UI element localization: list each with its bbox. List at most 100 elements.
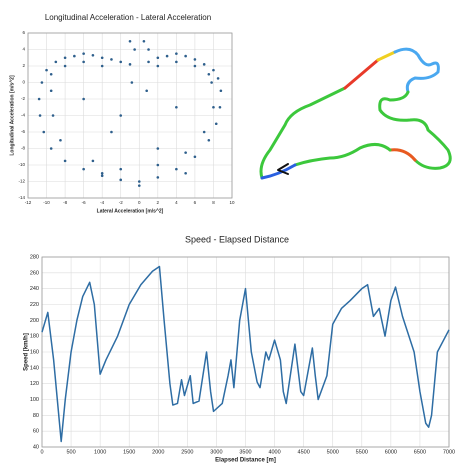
track-segment xyxy=(343,58,380,90)
track-segment xyxy=(293,143,392,167)
speed-line xyxy=(41,265,450,443)
x-tick-label: 8 xyxy=(212,200,215,205)
x-tick-label: 4 xyxy=(175,200,178,205)
scatter-point xyxy=(100,64,104,68)
scatter-point xyxy=(119,178,123,182)
scatter-point xyxy=(100,174,104,178)
x-tick-label: 0 xyxy=(40,449,43,455)
x-tick-label: -8 xyxy=(63,200,67,205)
y-tick-label: 260 xyxy=(30,270,39,276)
scatter-point xyxy=(59,138,62,142)
y-tick-label: 100 xyxy=(30,397,39,403)
track-segment xyxy=(378,90,452,170)
y-tick-label: 220 xyxy=(30,302,39,308)
x-tick-label: 4000 xyxy=(268,449,280,455)
scatter-point xyxy=(147,60,150,64)
y-tick-label: 2 xyxy=(22,63,25,68)
y-tick-label: 280 xyxy=(30,254,39,260)
scatter-point xyxy=(175,52,178,55)
scatter-point xyxy=(130,81,134,84)
scatter-point xyxy=(54,60,58,64)
y-tick-label: 40 xyxy=(33,444,39,450)
y-axis-label: Speed [km/h] xyxy=(24,333,30,371)
scatter-point xyxy=(49,89,53,93)
scatter-point xyxy=(49,147,53,150)
scatter-point xyxy=(175,167,178,171)
scatter-point xyxy=(207,138,211,142)
scatter-point xyxy=(216,77,220,80)
scatter-point xyxy=(147,48,150,51)
x-tick-label: -2 xyxy=(119,200,123,205)
scatter-point xyxy=(40,81,44,84)
y-tick-label: 200 xyxy=(30,318,39,324)
y-tick-label: 180 xyxy=(30,334,39,340)
y-tick-label: 60 xyxy=(33,429,39,435)
scatter-point xyxy=(175,60,178,64)
x-tick-label: 1500 xyxy=(123,449,135,455)
track-segment xyxy=(376,50,397,62)
scatter-point xyxy=(100,56,104,60)
plot-frame xyxy=(27,32,233,199)
x-tick-label: -4 xyxy=(100,200,104,205)
scatter-point xyxy=(110,58,113,61)
scatter-point xyxy=(165,54,169,58)
scatter-point xyxy=(37,97,41,101)
scatter-point xyxy=(82,97,85,101)
plot-frame xyxy=(41,256,450,448)
scatter-point xyxy=(63,56,67,60)
y-tick-label: -14 xyxy=(18,195,25,200)
scatter-point xyxy=(82,52,85,55)
y-axis-label: Longitudinal Acceleration [m/s^2] xyxy=(9,75,15,156)
scatter-point xyxy=(82,60,85,64)
scatter-point xyxy=(156,163,160,167)
scatter-point xyxy=(110,130,113,134)
chart-title: Longitudinal Acceleration - Lateral Acce… xyxy=(45,13,211,22)
scatter-point xyxy=(82,167,85,171)
scatter-point xyxy=(193,64,197,68)
x-tick-label: -10 xyxy=(43,200,50,205)
x-tick-label: 5000 xyxy=(327,449,339,455)
x-tick-label: 3000 xyxy=(210,449,222,455)
scatter-point xyxy=(193,58,197,61)
x-tick-label: 1000 xyxy=(94,449,106,455)
y-tick-label: -4 xyxy=(21,113,25,118)
scatter-point xyxy=(63,159,67,163)
x-tick-label: 0 xyxy=(138,200,141,205)
scatter-point xyxy=(156,147,160,150)
x-tick-label: 4500 xyxy=(298,449,310,455)
chart-title: Speed - Elapsed Distance xyxy=(185,234,289,244)
track-segment xyxy=(388,148,417,162)
scatter-point xyxy=(156,64,160,68)
scatter-point xyxy=(184,171,187,175)
y-tick-label: -8 xyxy=(21,146,25,151)
x-axis-label: Elapsed Distance [m] xyxy=(215,458,276,464)
scatter-point xyxy=(212,68,215,72)
scatter-point xyxy=(137,184,141,187)
scatter-point xyxy=(128,39,132,43)
x-tick-label: 10 xyxy=(229,200,235,205)
y-tick-label: 0 xyxy=(22,80,25,85)
scatter-point xyxy=(100,171,104,175)
x-tick-label: 7000 xyxy=(443,449,455,455)
scatter-point xyxy=(119,114,123,117)
y-tick-label: 4 xyxy=(22,47,25,52)
x-tick-label: 6 xyxy=(194,200,197,205)
scatter-point xyxy=(91,159,95,163)
x-tick-label: 2000 xyxy=(152,449,164,455)
x-tick-label: -12 xyxy=(25,200,32,205)
scatter-point xyxy=(45,68,48,72)
scatter-point xyxy=(42,130,46,134)
x-tick-label: 500 xyxy=(66,449,75,455)
scatter-point xyxy=(51,114,55,117)
x-axis-label: Lateral Acceleration [m/s^2] xyxy=(97,208,164,214)
scatter-point xyxy=(156,56,160,60)
y-tick-label: 6 xyxy=(22,30,25,35)
scatter-point xyxy=(142,39,146,43)
y-tick-label: 140 xyxy=(30,365,39,371)
scatter-point xyxy=(218,105,222,109)
y-tick-label: -12 xyxy=(18,179,25,184)
scatter-point xyxy=(184,151,187,154)
scatter-point xyxy=(210,81,213,84)
scatter-point xyxy=(184,54,187,58)
